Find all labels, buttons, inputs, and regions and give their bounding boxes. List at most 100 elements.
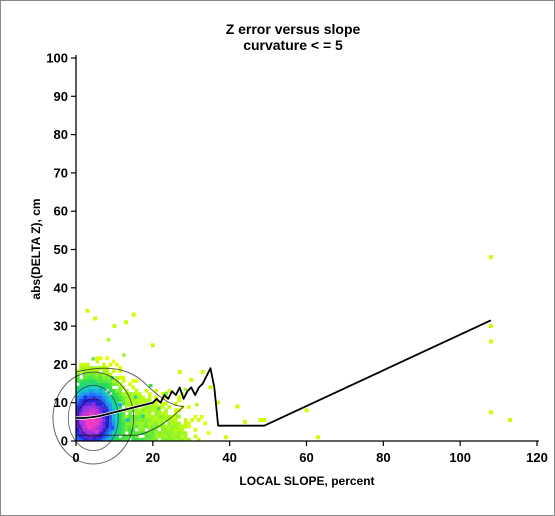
heat-cell — [102, 437, 106, 442]
heat-cell — [111, 418, 116, 422]
heat-cell — [95, 356, 100, 361]
heat-cell — [89, 398, 93, 403]
y-tick-label: 60 — [54, 204, 68, 219]
heat-cell — [105, 382, 110, 387]
heat-cell — [157, 424, 162, 429]
heat-cell — [76, 395, 80, 400]
heat-cell — [95, 366, 100, 370]
heat-cell — [147, 437, 152, 442]
heat-cell — [79, 408, 83, 413]
heat-cell — [95, 359, 100, 364]
heat-cell — [157, 411, 162, 416]
heat-cell — [157, 434, 162, 439]
chart-subtitle: curvature < = 5 — [243, 37, 343, 53]
heat-cell — [134, 401, 139, 406]
heat-cell — [111, 408, 116, 413]
heat-cell — [147, 418, 152, 422]
heat-cell — [76, 437, 80, 442]
heat-cell — [124, 414, 129, 419]
heat-cell — [111, 382, 116, 387]
heat-cell — [85, 385, 90, 390]
heat-cell — [196, 418, 201, 422]
heat-cell — [92, 388, 96, 393]
heat-cell — [92, 434, 96, 439]
heat-cell — [154, 418, 159, 422]
heat-cell — [82, 388, 87, 393]
heat-cell — [82, 398, 87, 403]
x-tick-label: 60 — [299, 450, 313, 465]
heat-cell — [105, 427, 110, 432]
heat-cell — [95, 388, 100, 393]
heat-cell — [98, 427, 103, 432]
heat-cell — [144, 418, 149, 422]
outlier-point — [85, 308, 90, 313]
heat-cell — [141, 398, 145, 403]
heat-cell — [79, 434, 83, 439]
heat-cell — [92, 437, 96, 442]
heat-cell — [118, 421, 123, 426]
density-point — [83, 395, 88, 399]
heat-cell — [164, 431, 168, 435]
heat-cell — [95, 421, 100, 426]
heat-cell — [173, 427, 178, 432]
heat-cell — [102, 388, 106, 393]
heat-cell — [98, 395, 103, 400]
heat-cell — [105, 434, 110, 439]
heat-cell — [98, 375, 103, 380]
heat-cell — [134, 421, 139, 426]
heat-cell — [134, 379, 139, 383]
heat-cell — [111, 414, 116, 419]
heat-cell — [82, 421, 87, 426]
heat-cell — [79, 411, 83, 416]
outlier-point — [488, 339, 493, 344]
heat-cell — [154, 421, 159, 426]
heat-cell — [141, 408, 145, 413]
heat-cell — [89, 388, 93, 393]
heat-cell — [95, 372, 100, 377]
heat-cell — [170, 434, 175, 439]
heat-cell — [134, 437, 139, 442]
heat-cell — [203, 421, 208, 426]
heat-cell — [124, 434, 129, 439]
outlier-point — [112, 324, 117, 329]
heat-cell — [167, 424, 172, 429]
heat-cell — [82, 369, 87, 374]
heat-cell — [173, 431, 178, 435]
heat-cell — [108, 375, 113, 380]
heat-cell — [111, 405, 116, 409]
heat-cell — [121, 414, 126, 419]
x-tick-label: 40 — [222, 450, 236, 465]
heat-cell — [85, 437, 90, 442]
heat-cell — [170, 424, 175, 429]
heat-cell — [134, 434, 139, 439]
heat-cell — [128, 414, 132, 419]
heat-cell — [92, 395, 96, 400]
heat-cell — [141, 427, 145, 432]
heat-cell — [79, 424, 83, 429]
heat-cell — [121, 392, 126, 396]
density-point — [195, 403, 199, 407]
heat-cell — [105, 437, 110, 442]
heat-cell — [82, 411, 87, 416]
heat-cell — [108, 385, 113, 390]
heat-cell — [193, 427, 198, 432]
heat-cell — [85, 375, 90, 380]
heat-cell — [164, 424, 168, 429]
heat-cell — [102, 372, 106, 377]
heat-cell — [82, 401, 87, 406]
heat-cell — [115, 434, 119, 439]
heat-cell — [76, 421, 80, 426]
heat-cell — [95, 385, 100, 390]
heat-cell — [193, 434, 198, 439]
heat-cell — [98, 372, 103, 377]
heat-cell — [160, 437, 165, 442]
heat-cell — [115, 414, 119, 419]
outlier-point — [131, 312, 136, 317]
heat-cell — [160, 427, 165, 432]
heat-cell — [193, 414, 198, 419]
heat-cell — [124, 437, 129, 442]
heat-cell — [177, 434, 181, 439]
heat-cell — [98, 379, 103, 383]
heat-cell — [92, 375, 96, 380]
heat-cell — [121, 411, 126, 416]
